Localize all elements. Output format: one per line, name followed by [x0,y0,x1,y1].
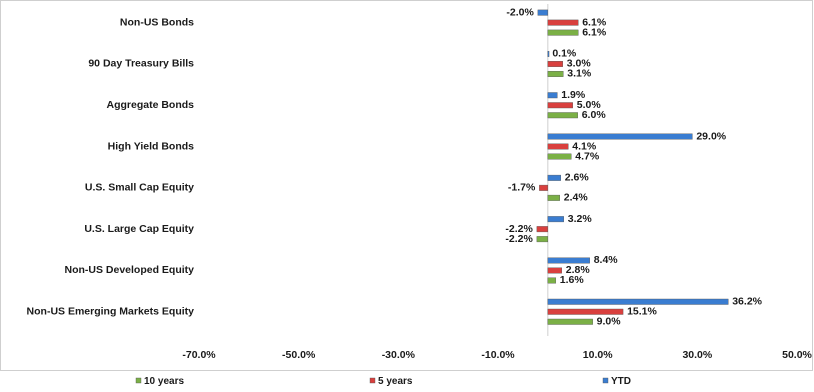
bar-ytd-90-day-treasury-bills [547,51,550,57]
bar-5-years-aggregate-bonds [547,102,573,109]
x-tick-label: 10.0% [583,349,613,361]
data-label-5-years: 2.8% [566,264,591,276]
legend: 10 years 5 years YTD [135,376,631,387]
bar-10-years-90-day-treasury-bills [547,70,564,77]
bar-ytd-non-us-emerging-markets-equity [547,298,729,305]
legend-item-ytd: YTD [602,376,631,387]
category-label-non-us-bonds: Non-US Bonds [120,16,194,28]
data-label-5-years: 15.1% [627,306,657,318]
bar-10-years-non-us-emerging-markets-equity [547,318,593,325]
data-label-5-years: 5.0% [577,99,602,111]
data-label-10-years: 4.7% [575,150,600,162]
bar-10-years-aggregate-bonds [547,112,578,119]
bar-ytd-non-us-developed-equity [547,257,590,264]
data-label-ytd: 3.2% [568,213,593,225]
legend-swatch [369,377,376,384]
data-label-ytd: 1.9% [561,89,586,101]
bar-5-years-non-us-bonds [547,19,579,26]
bar-10-years-u-s-small-cap-equity [547,194,560,201]
labels-layer: Non-US Bonds 90 Day Treasury Bills Aggrega… [27,6,813,361]
data-label-10-years: 6.1% [582,26,607,38]
bars-layer [536,9,729,325]
bar-10-years-non-us-bonds [547,29,579,36]
legend-label: 5 years [378,376,413,387]
data-label-10-years: 1.6% [560,274,585,286]
bar-5-years-high-yield-bonds [547,143,569,150]
bar-5-years-90-day-treasury-bills [547,61,563,67]
data-label-5-years: 3.0% [567,58,592,70]
category-label-high-yield-bonds: High Yield Bonds [108,140,194,152]
category-label-non-us-emerging-markets-equity: Non-US Emerging Markets Equity [27,306,195,318]
category-label-u-s-large-cap-equity: U.S. Large Cap Equity [84,223,194,235]
x-tick-label: -70.0% [182,349,216,361]
category-label-90-day-treasury-bills: 90 Day Treasury Bills [88,58,194,70]
data-label-10-years: 3.1% [567,68,592,80]
data-label-ytd: 0.1% [552,48,577,60]
data-label-ytd: -2.0% [506,6,534,18]
category-label-aggregate-bonds: Aggregate Bonds [106,99,194,111]
bar-5-years-non-us-developed-equity [547,267,562,274]
x-tick-label: -10.0% [481,349,515,361]
chart-frame [0,0,813,371]
category-label-non-us-developed-equity: Non-US Developed Equity [64,264,194,276]
data-label-5-years: 6.1% [582,16,607,28]
legend-label: 10 years [144,376,184,387]
bar-5-years-u-s-large-cap-equity [536,226,549,233]
data-label-10-years: 9.0% [597,316,622,328]
bar-ytd-u-s-small-cap-equity [547,174,561,181]
data-label-10-years: 2.4% [564,192,589,204]
data-label-10-years: -2.2% [505,233,533,245]
category-label-u-s-small-cap-equity: U.S. Small Cap Equity [85,182,194,194]
bar-ytd-u-s-large-cap-equity [547,216,564,223]
data-label-ytd: 2.6% [565,172,590,184]
bar-10-years-u-s-large-cap-equity [536,236,549,243]
data-label-ytd: 36.2% [732,296,762,308]
x-tick-label: 30.0% [682,349,712,361]
bar-10-years-high-yield-bonds [547,153,572,160]
bar-ytd-non-us-bonds [537,9,549,16]
data-label-5-years: -1.7% [508,182,536,194]
bar-ytd-high-yield-bonds [547,133,693,140]
bar-10-years-non-us-developed-equity [547,277,557,284]
bar-5-years-non-us-emerging-markets-equity [547,308,624,315]
data-label-10-years: 6.0% [582,109,607,121]
data-label-5-years: 4.1% [572,140,597,152]
bar-ytd-aggregate-bonds [547,92,558,99]
legend-item-10-years: 10 years [135,376,184,387]
data-label-ytd: 29.0% [696,130,726,142]
legend-swatch [135,377,142,384]
legend-item-5-years: 5 years [369,376,413,387]
data-label-ytd: 8.4% [594,254,619,266]
x-tick-label: -50.0% [282,349,316,361]
legend-label: YTD [611,376,631,387]
data-label-5-years: -2.2% [505,223,533,235]
legend-swatch [602,377,609,384]
x-tick-label: -30.0% [382,349,416,361]
x-tick-label: 50.0% [782,349,812,361]
bar-5-years-u-s-small-cap-equity [539,184,549,191]
